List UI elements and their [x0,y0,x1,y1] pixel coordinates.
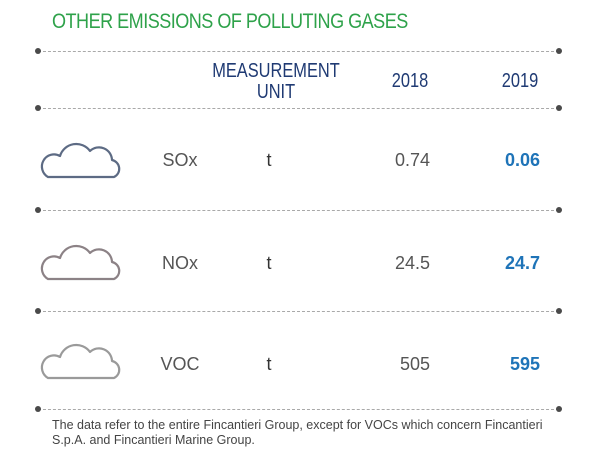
table-row-voc: VOC t 505 595 [0,312,600,413]
cloud-icon [40,244,121,281]
value-2018: 24.5 [394,253,430,273]
unit-value: t [266,150,272,170]
divider-row-2 [35,308,562,314]
value-2018: 505 [399,354,430,374]
table-row-sox: SOx t 0.74 0.06 [0,109,600,210]
pollutant-name: VOC [160,354,200,374]
column-header-unit-line1: MEASUREMENT [212,60,340,82]
column-header-unit: MEASUREMENT UNIT [210,61,341,103]
cloud-icon [40,142,121,179]
column-header-2018: 2018 [391,70,429,92]
unit-value: t [266,253,272,273]
page-title: OTHER EMISSIONS OF POLLUTING GASES [52,10,408,33]
divider-row-1 [35,207,562,213]
pollutant-name: SOx [162,150,198,170]
footnote: The data refer to the entire Fincantieri… [52,418,543,447]
value-2019: 24.7 [504,253,540,273]
value-2019: 0.06 [504,150,540,170]
divider-top [35,48,562,54]
cloud-icon [40,343,121,380]
table-row-nox: NOx t 24.5 24.7 [0,211,600,312]
column-header-unit-line2: UNIT [256,81,296,103]
value-2019: 595 [509,354,540,374]
divider-bottom [35,406,562,412]
column-header-2019: 2019 [501,70,539,92]
unit-value: t [266,354,272,374]
pollutant-name: NOx [162,253,198,273]
divider-header [35,105,562,111]
value-2018: 0.74 [394,150,430,170]
